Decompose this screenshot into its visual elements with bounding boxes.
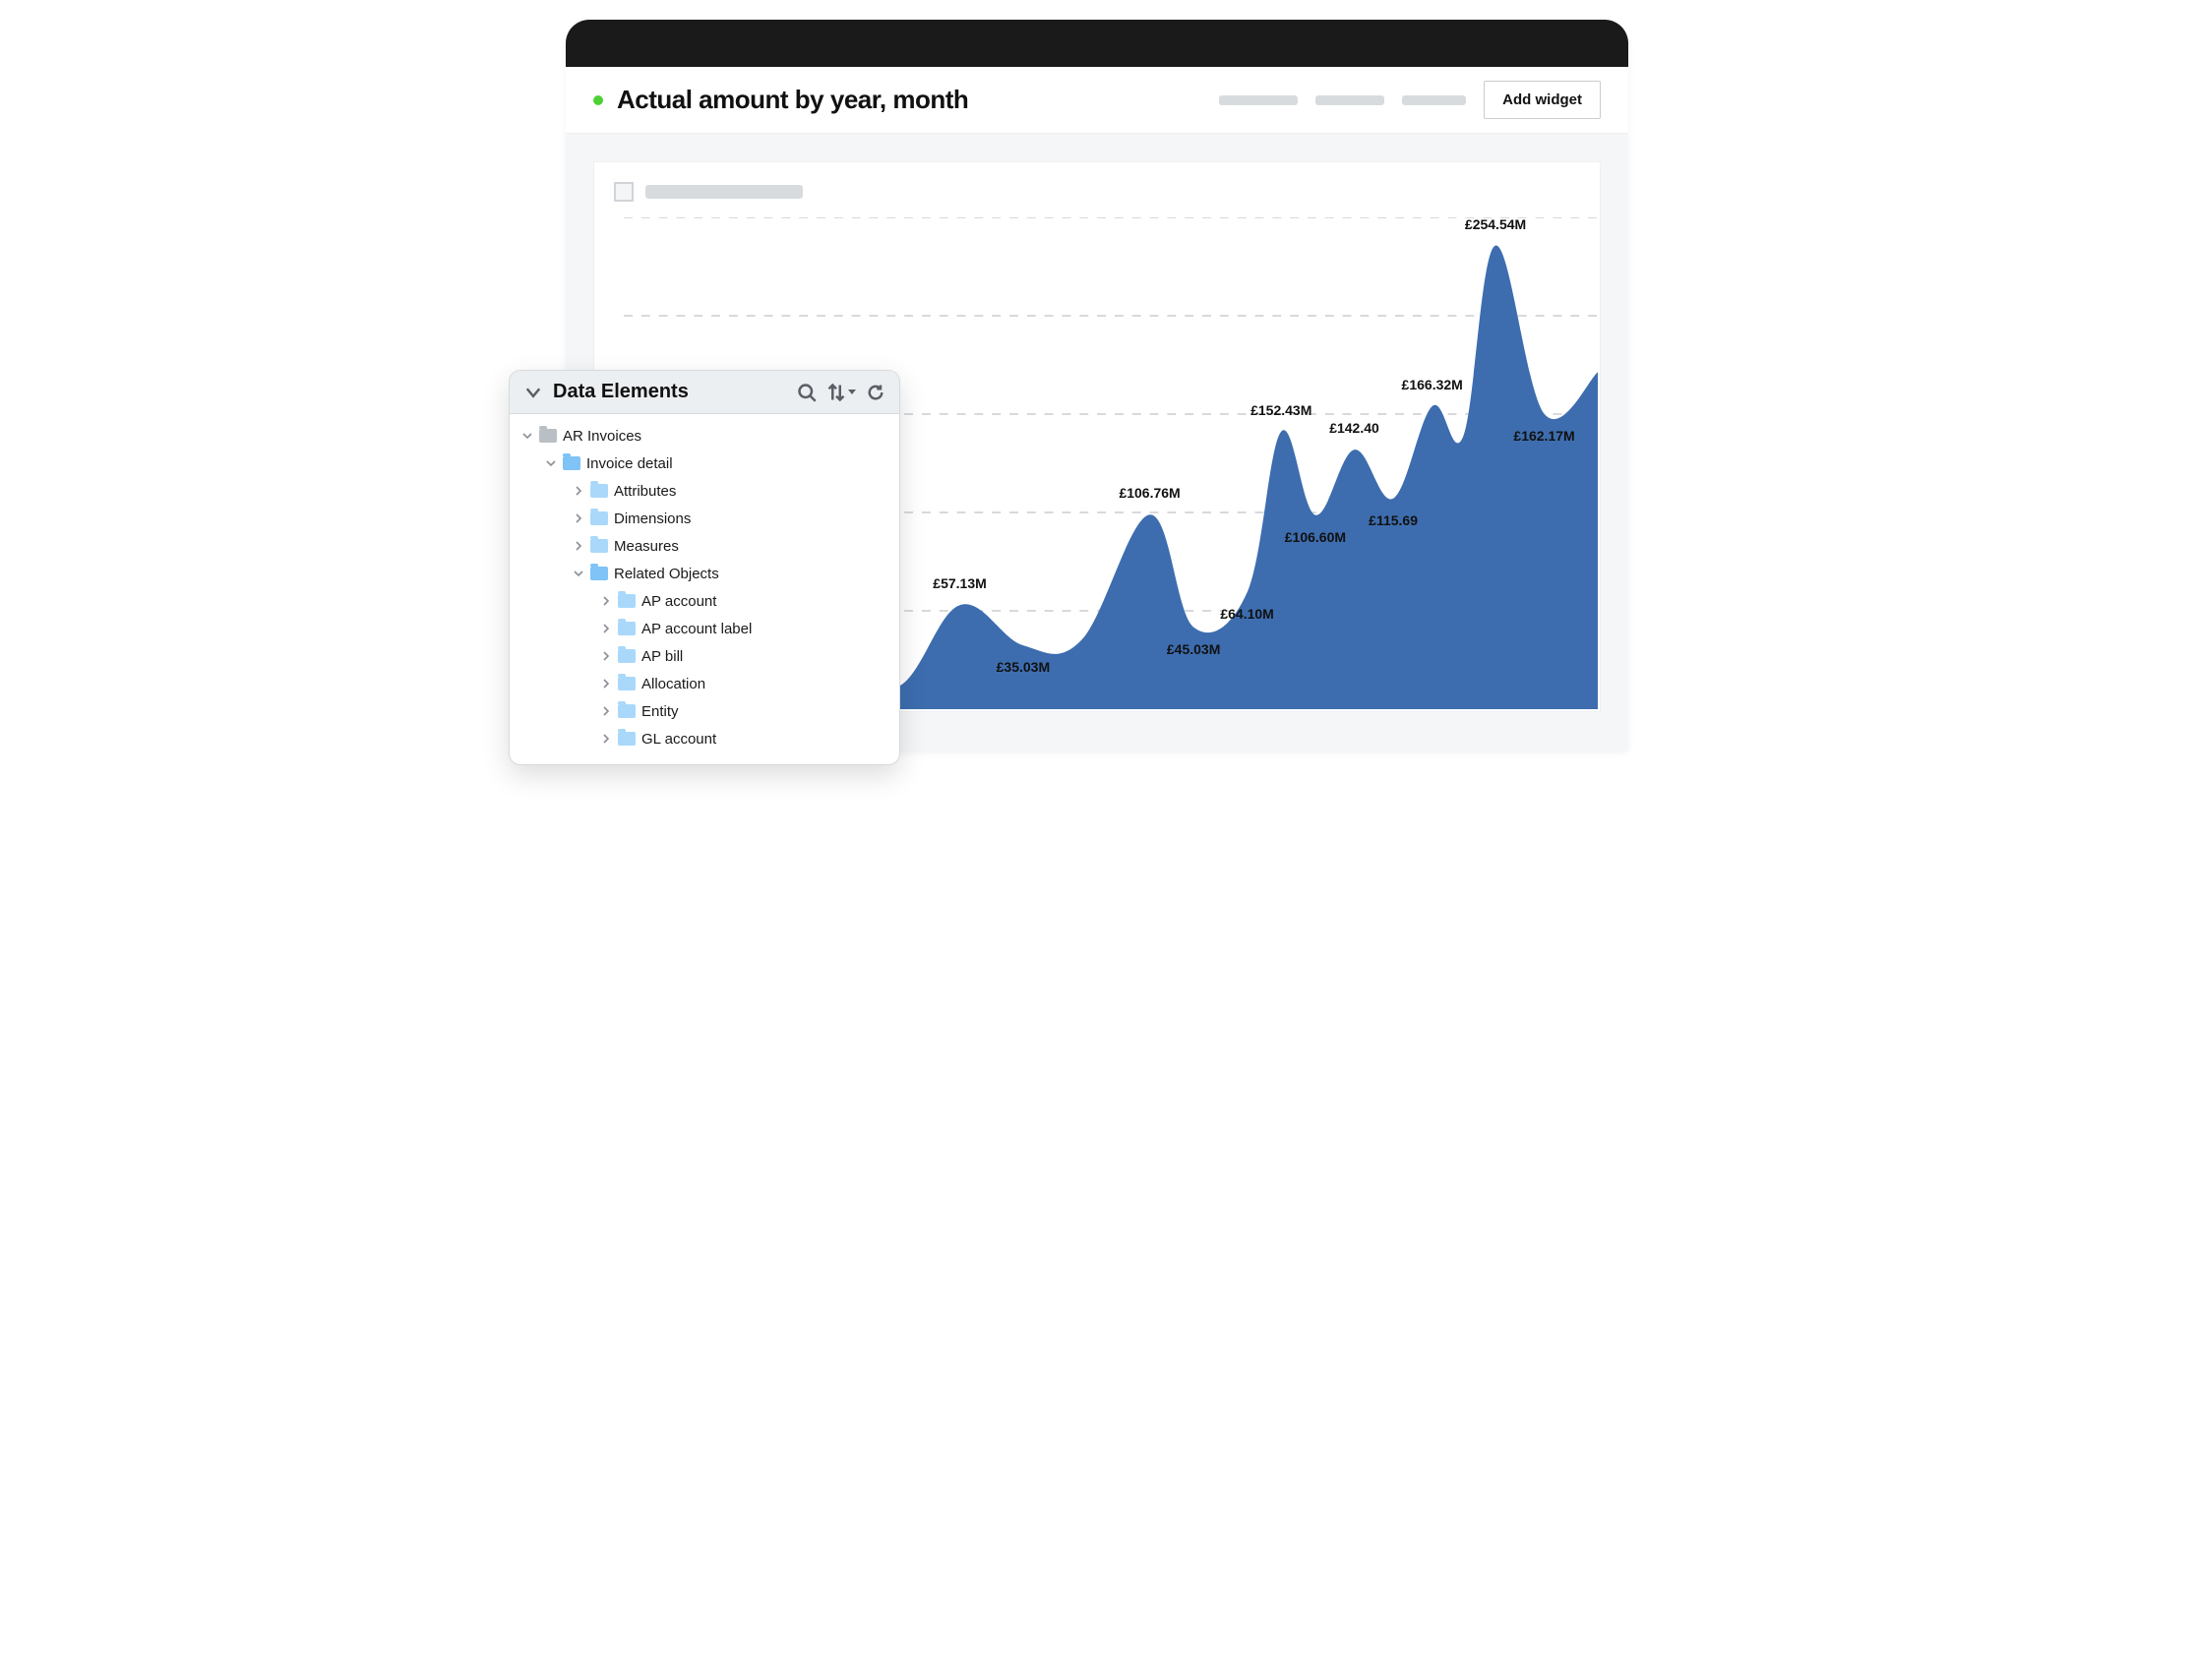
- page-header: Actual amount by year, month Add widget: [566, 67, 1628, 134]
- refresh-icon[interactable]: [866, 383, 885, 402]
- panel-header: Data Elements: [510, 371, 899, 414]
- header-placeholder: [1402, 95, 1466, 105]
- tree-label: Allocation: [641, 676, 895, 692]
- tree-item[interactable]: Entity: [514, 697, 895, 725]
- card-selector-checkbox[interactable]: [614, 182, 634, 202]
- chart-data-label: £57.13M: [933, 575, 986, 591]
- tree-label: Dimensions: [614, 510, 895, 527]
- tree-label: AP account: [641, 593, 895, 610]
- chevron-down-icon: [573, 568, 584, 579]
- chart-data-label: £115.69: [1369, 512, 1418, 528]
- folder-icon: [590, 567, 608, 580]
- add-widget-button[interactable]: Add widget: [1484, 81, 1601, 119]
- tree-item[interactable]: Dimensions: [514, 505, 895, 532]
- tree-item[interactable]: Allocation: [514, 670, 895, 697]
- chart-data-label: £45.03M: [1167, 641, 1220, 657]
- folder-icon: [618, 649, 636, 663]
- chart-data-label: £152.43M: [1250, 402, 1311, 418]
- chart-data-label: £162.17M: [1513, 428, 1574, 444]
- chevron-right-icon: [573, 512, 584, 524]
- tree-item[interactable]: Invoice detail: [514, 450, 895, 477]
- card-header: [614, 182, 1598, 202]
- panel-title: Data Elements: [553, 381, 689, 403]
- folder-icon: [618, 622, 636, 635]
- chevron-right-icon: [573, 540, 584, 552]
- folder-icon: [618, 594, 636, 608]
- chevron-down-icon: [521, 430, 533, 442]
- sort-control[interactable]: [826, 383, 856, 402]
- tree-item[interactable]: Attributes: [514, 477, 895, 505]
- chart-data-label: £254.54M: [1465, 216, 1526, 232]
- header-placeholder: [1315, 95, 1384, 105]
- chart-data-label: £106.60M: [1285, 529, 1346, 545]
- chevron-right-icon: [600, 623, 612, 634]
- chevron-right-icon: [600, 705, 612, 717]
- sort-icon: [826, 383, 846, 402]
- page-title: Actual amount by year, month: [617, 85, 968, 115]
- tree-label: AP bill: [641, 648, 895, 665]
- tree-label: Related Objects: [614, 566, 895, 582]
- card-title-placeholder: [645, 185, 803, 199]
- data-elements-panel: Data Elements: [509, 370, 900, 765]
- folder-icon: [618, 704, 636, 718]
- tree-label: Invoice detail: [586, 455, 895, 472]
- chevron-down-icon: [848, 390, 856, 394]
- tree-item[interactable]: AP account label: [514, 615, 895, 642]
- tree-item[interactable]: Measures: [514, 532, 895, 560]
- tree-label: Attributes: [614, 483, 895, 500]
- chevron-down-icon: [545, 457, 557, 469]
- tree-label: Entity: [641, 703, 895, 720]
- collapse-panel-icon[interactable]: [523, 383, 543, 402]
- chart-data-label: £35.03M: [997, 659, 1050, 675]
- tree: AR Invoices Invoice detail Attributes Di…: [510, 414, 899, 764]
- chevron-right-icon: [600, 678, 612, 690]
- tree-label: AR Invoices: [563, 428, 895, 445]
- tree-item[interactable]: GL account: [514, 725, 895, 752]
- tree-label: Measures: [614, 538, 895, 555]
- status-indicator-dot: [593, 95, 603, 105]
- chart-data-label: £142.40: [1329, 420, 1379, 436]
- chevron-right-icon: [600, 650, 612, 662]
- tree-item[interactable]: Related Objects: [514, 560, 895, 587]
- canvas: £21.66M£53.78M£32.5M£57.13M£35.03M£106.7…: [566, 134, 1628, 751]
- chart-data-label: £106.76M: [1119, 485, 1180, 501]
- folder-icon: [618, 677, 636, 690]
- window-titlebar: [566, 20, 1628, 67]
- chevron-right-icon: [600, 595, 612, 607]
- header-placeholder-group: [1219, 95, 1466, 105]
- tree-label: AP account label: [641, 621, 895, 637]
- tree-item-root[interactable]: AR Invoices: [514, 422, 895, 450]
- tree-item[interactable]: AP bill: [514, 642, 895, 670]
- folder-icon: [590, 511, 608, 525]
- folder-icon: [590, 539, 608, 553]
- search-icon[interactable]: [797, 383, 817, 402]
- header-placeholder: [1219, 95, 1298, 105]
- folder-icon: [618, 732, 636, 746]
- tree-label: GL account: [641, 731, 895, 748]
- folder-icon: [563, 456, 580, 470]
- app-window: Actual amount by year, month Add widget …: [566, 20, 1628, 751]
- chart-data-label: £166.32M: [1402, 377, 1463, 392]
- folder-icon: [539, 429, 557, 443]
- chart-data-label: £64.10M: [1220, 606, 1273, 622]
- folder-icon: [590, 484, 608, 498]
- chevron-right-icon: [573, 485, 584, 497]
- chevron-right-icon: [600, 733, 612, 745]
- tree-item[interactable]: AP account: [514, 587, 895, 615]
